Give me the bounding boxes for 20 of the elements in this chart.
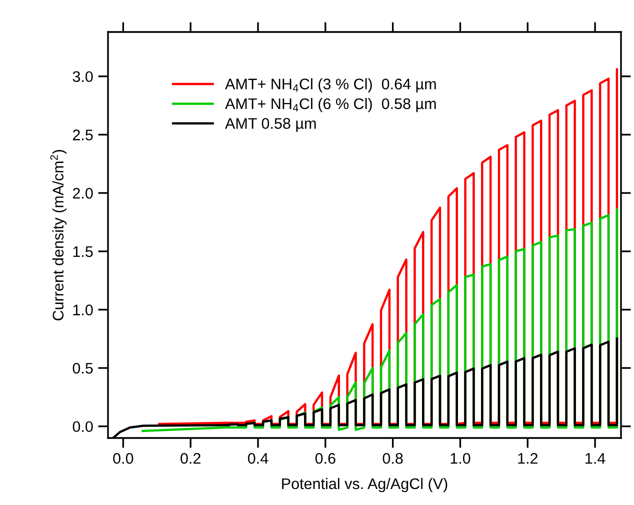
- x-axis-title: Potential vs. Ag/AgCl (V): [282, 478, 448, 492]
- x-tick-label: 0.6: [315, 452, 336, 464]
- y-tick-label: 2.5: [72, 130, 93, 140]
- y-tick-label: 1.0: [73, 304, 93, 316]
- legend-label: AMT+ NH$_{4}$Cl (3 % Cl) 0.64 µm: [225, 78, 436, 92]
- x-tick-label: 0.0: [113, 452, 134, 464]
- x-tick-label: 1.4: [586, 453, 606, 464]
- x-tick-label: 1.0: [450, 452, 470, 464]
- y-tick-label: 1.5: [73, 246, 93, 258]
- x-tick-label: 1.2: [518, 452, 538, 464]
- legend-label: AMT+ NH$_{4}$Cl (6 % Cl) 0.58 µm: [225, 98, 436, 112]
- legend-label: AMT 0.58 µm: [225, 118, 316, 132]
- y-tick-label: 0.5: [72, 362, 93, 374]
- y-tick-label: 0.0: [72, 421, 93, 432]
- x-tick-label: 0.8: [382, 452, 403, 464]
- y-tick-label: 3.0: [72, 71, 93, 82]
- x-tick-label: 0.2: [180, 452, 200, 464]
- y-axis-title: Current density (mA/cm$^{2}$): [50, 150, 67, 320]
- y-tick-label: 2.0: [72, 188, 93, 199]
- x-tick-label: 0.4: [248, 452, 268, 464]
